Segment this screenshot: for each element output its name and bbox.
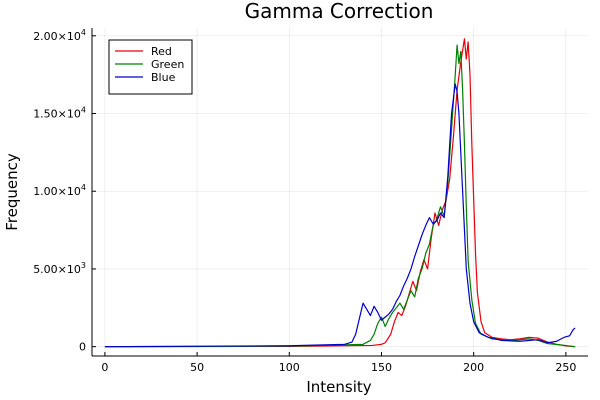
- y-tick-label: 2.00×104: [33, 28, 86, 43]
- x-tick-label: 250: [555, 361, 576, 374]
- legend-label: Red: [151, 45, 172, 58]
- x-tick-label: 100: [279, 361, 300, 374]
- x-tick-label: 150: [371, 361, 392, 374]
- legend-label: Green: [151, 58, 184, 71]
- series-line-red: [104, 38, 576, 348]
- axes: [91, 28, 588, 357]
- tick-labels: 0 50 100 150 200 250 0 5.00×103 1.00×104 1.50×104…: [33, 28, 576, 374]
- x-tick-label: 200: [463, 361, 484, 374]
- x-tick-label: 0: [101, 361, 108, 374]
- chart-title: Gamma Correction: [245, 0, 434, 23]
- y-tick-label: 0: [79, 341, 86, 354]
- y-tick-label: 5.00×103: [33, 261, 86, 276]
- y-tick-label: 1.50×104: [33, 105, 86, 120]
- x-axis-label: Intensity: [306, 378, 371, 396]
- series-line-blue: [104, 83, 576, 348]
- legend-box: [108, 39, 193, 95]
- y-axis-label: Frequency: [3, 153, 21, 231]
- grid: [92, 28, 588, 356]
- y-tick-label: 1.00×104: [33, 183, 86, 198]
- legend-label: Blue: [151, 71, 176, 84]
- series-lines: [104, 38, 576, 348]
- series-line-green: [104, 44, 576, 348]
- x-tick-label: 50: [190, 361, 204, 374]
